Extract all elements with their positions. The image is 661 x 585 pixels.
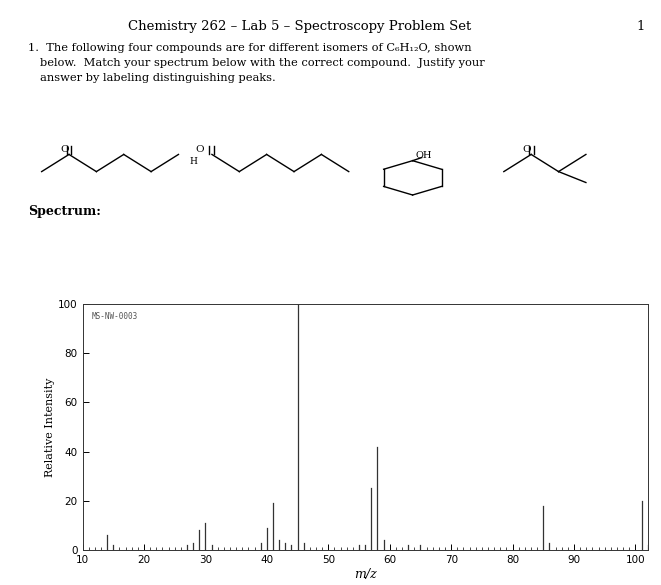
Text: H: H: [190, 157, 197, 166]
Y-axis label: Relative Intensity: Relative Intensity: [46, 377, 56, 477]
Text: MS-NW-0003: MS-NW-0003: [92, 312, 138, 321]
Text: below.  Match your spectrum below with the correct compound.  Justify your: below. Match your spectrum below with th…: [40, 58, 485, 68]
X-axis label: m/z: m/z: [354, 567, 377, 580]
Text: answer by labeling distinguishing peaks.: answer by labeling distinguishing peaks.: [40, 73, 276, 83]
Text: OH: OH: [416, 150, 432, 160]
Text: O: O: [196, 145, 204, 154]
Text: 1: 1: [637, 20, 645, 33]
Text: Chemistry 262 – Lab 5 – Spectroscopy Problem Set: Chemistry 262 – Lab 5 – Spectroscopy Pro…: [128, 20, 472, 33]
Text: Spectrum:: Spectrum:: [28, 205, 101, 218]
Text: 1.  The following four compounds are for different isomers of C₆H₁₂O, shown: 1. The following four compounds are for …: [28, 43, 472, 53]
Text: O: O: [60, 145, 69, 154]
Text: O: O: [522, 145, 531, 154]
